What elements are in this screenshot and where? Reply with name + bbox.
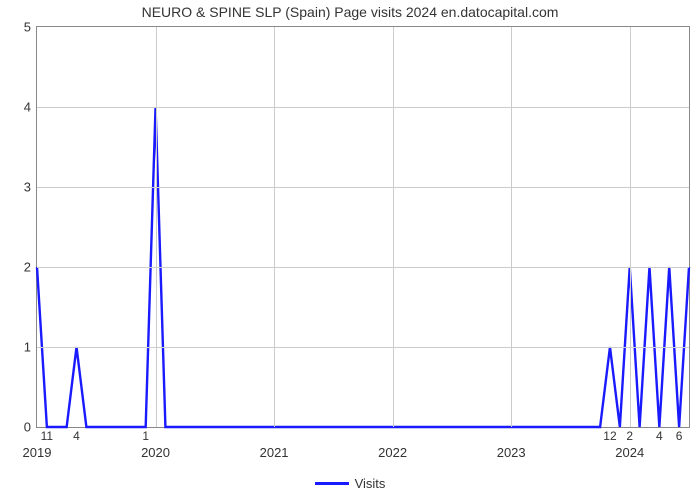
x-tick-label-year: 2023 — [497, 445, 526, 460]
x-tick-label-year: 2021 — [260, 445, 289, 460]
gridline-vertical — [156, 27, 157, 427]
x-tick-label-month: 4 — [656, 429, 663, 443]
gridline-vertical — [630, 27, 631, 427]
chart-title: NEURO & SPINE SLP (Spain) Page visits 20… — [0, 4, 700, 20]
y-tick-label: 3 — [24, 180, 37, 195]
x-tick-label-year: 2022 — [378, 445, 407, 460]
gridline-vertical — [274, 27, 275, 427]
gridline-horizontal — [37, 187, 689, 188]
plot-area: 012345201920202021202220232024114112246 — [36, 26, 690, 428]
x-tick-label-year: 2019 — [23, 445, 52, 460]
legend-swatch — [315, 482, 349, 485]
y-tick-label: 0 — [24, 420, 37, 435]
x-tick-label-month: 2 — [626, 429, 633, 443]
gridline-horizontal — [37, 347, 689, 348]
legend-label: Visits — [355, 476, 386, 491]
y-tick-label: 4 — [24, 100, 37, 115]
x-tick-label-month: 4 — [73, 429, 80, 443]
x-tick-label-year: 2024 — [615, 445, 644, 460]
x-tick-label-month: 12 — [603, 429, 616, 443]
x-tick-label-year: 2020 — [141, 445, 170, 460]
gridline-horizontal — [37, 107, 689, 108]
gridline-horizontal — [37, 267, 689, 268]
y-tick-label: 1 — [24, 340, 37, 355]
y-tick-label: 5 — [24, 20, 37, 35]
chart-container: NEURO & SPINE SLP (Spain) Page visits 20… — [0, 0, 700, 500]
x-tick-label-month: 6 — [676, 429, 683, 443]
legend: Visits — [0, 476, 700, 491]
visits-line-series — [37, 27, 689, 427]
x-tick-label-month: 11 — [41, 429, 53, 443]
y-tick-label: 2 — [24, 260, 37, 275]
gridline-vertical — [511, 27, 512, 427]
x-tick-label-month: 1 — [142, 429, 149, 443]
gridline-vertical — [393, 27, 394, 427]
